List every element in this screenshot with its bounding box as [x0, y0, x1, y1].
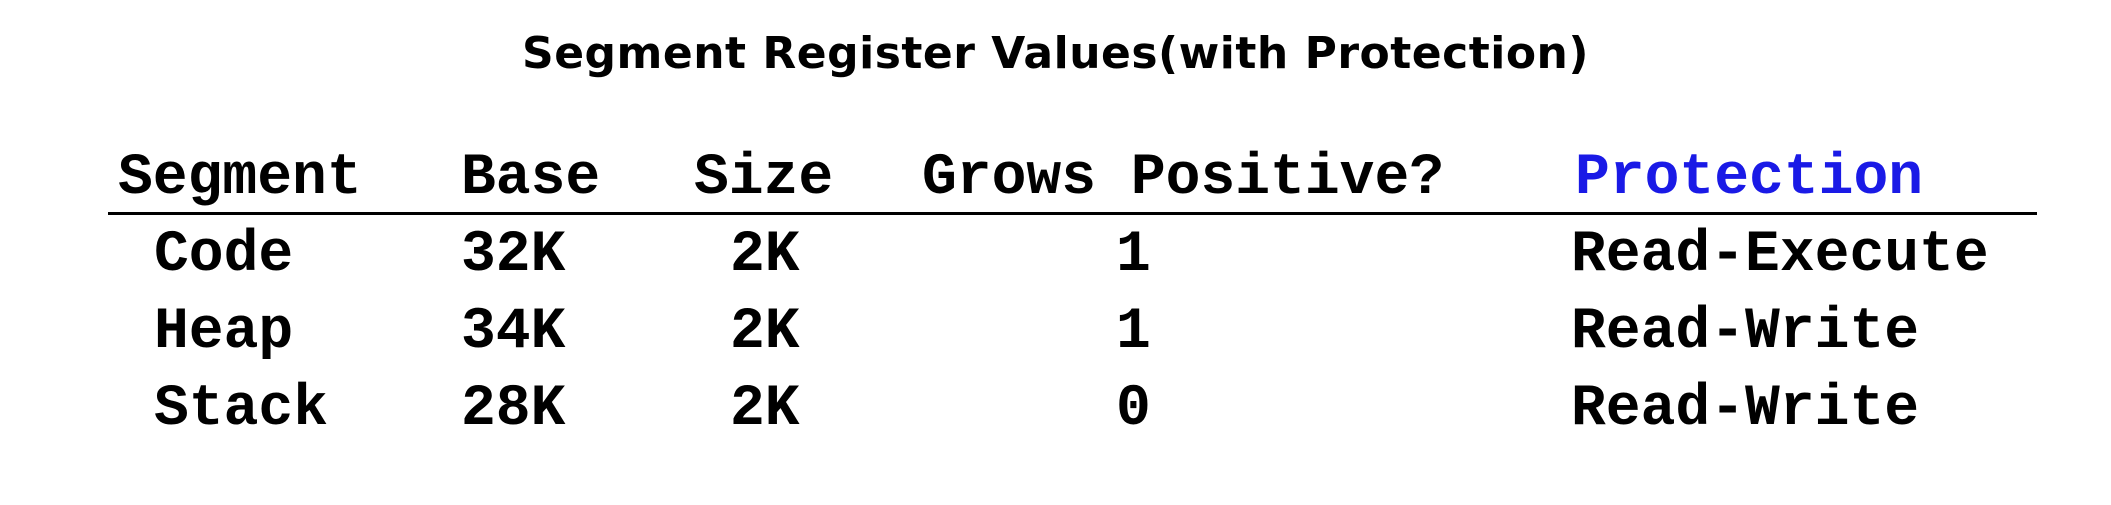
header-segment: Segment: [118, 146, 362, 211]
table-cell-base: 32K: [461, 223, 566, 288]
table-cell-size: 2K: [730, 223, 800, 288]
table-cell-segment: Stack: [154, 377, 329, 442]
table-cell-segment: Code: [154, 223, 294, 288]
table-cell-size: 2K: [730, 377, 800, 442]
table-cell-size: 2K: [730, 300, 800, 365]
header-divider: [108, 212, 2037, 215]
table-cell-base: 28K: [461, 377, 566, 442]
table-cell-protection: Read-Execute: [1571, 223, 1989, 288]
table-cell-grows-positive: 1: [1116, 300, 1151, 365]
header-size: Size: [694, 146, 834, 211]
table-cell-base: 34K: [461, 300, 566, 365]
table-cell-protection: Read-Write: [1571, 377, 1920, 442]
header-base: Base: [461, 146, 601, 211]
table-cell-protection: Read-Write: [1571, 300, 1920, 365]
table-cell-segment: Heap: [154, 300, 294, 365]
header-grows-positive: Grows Positive?: [922, 146, 1445, 211]
header-protection: Protection: [1575, 146, 1924, 211]
page-title: Segment Register Values(with Protection): [522, 28, 1589, 79]
table-cell-grows-positive: 1: [1116, 223, 1151, 288]
table-cell-grows-positive: 0: [1116, 377, 1151, 442]
